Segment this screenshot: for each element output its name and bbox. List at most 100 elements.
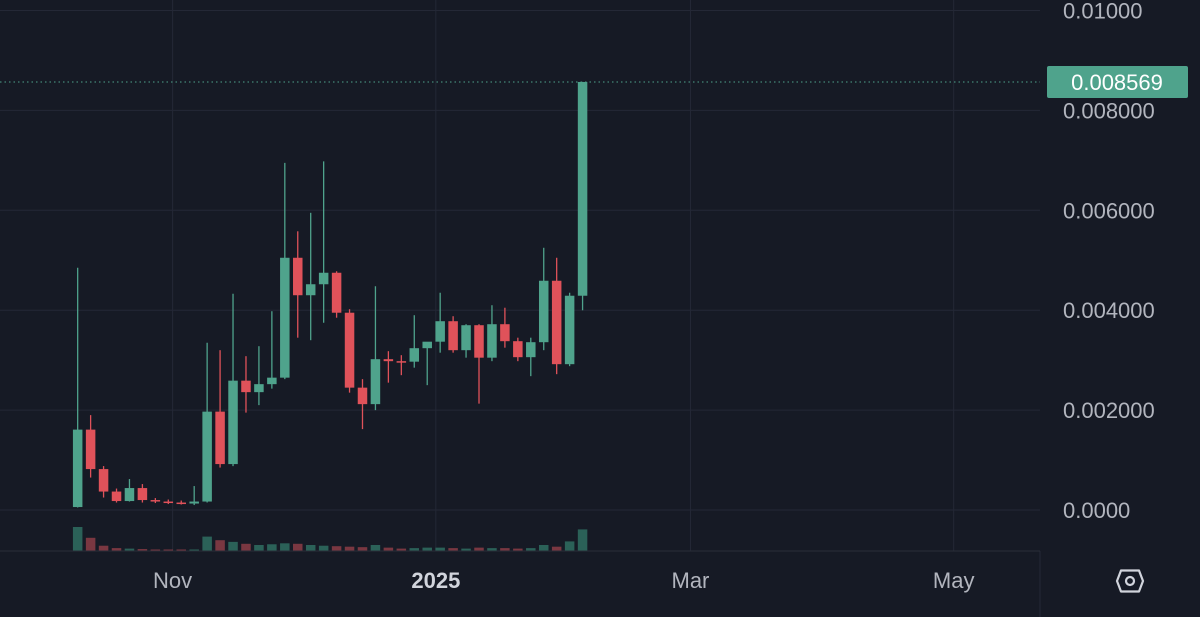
candle-body[interactable] [474,325,484,358]
candle-body[interactable] [293,257,303,296]
x-tick-label: Nov [153,568,192,593]
candle-body[interactable] [189,501,199,504]
candle-body[interactable] [137,488,148,501]
candle-body[interactable] [500,324,510,342]
candle-body[interactable] [202,411,212,502]
y-tick-label: 0.0000 [1063,498,1130,523]
volume-bar [293,543,303,551]
candle-body[interactable] [435,321,445,342]
candle-body[interactable] [487,324,497,358]
volume-bars [72,527,588,551]
candle-body[interactable] [280,257,290,378]
candle-body[interactable] [215,411,225,465]
candle-body[interactable] [461,325,471,351]
candle-body[interactable] [72,429,83,508]
candle-body[interactable] [267,377,277,385]
volume-bar [538,545,549,551]
candle-body[interactable] [538,280,549,343]
candle-body[interactable] [163,501,174,504]
y-tick-label: 0.008000 [1063,98,1155,123]
candle-body[interactable] [409,348,420,362]
candle-body[interactable] [241,380,251,393]
y-tick-label: 0.006000 [1063,198,1155,223]
volume-bar [551,546,562,551]
volume-bar [513,548,523,551]
volume-bar [150,549,161,551]
x-tick-label: 2025 [411,568,460,593]
volume-bar [72,527,83,551]
candle-body[interactable] [331,272,342,313]
volume-bar [461,548,471,551]
candle-body[interactable] [124,488,135,502]
candle-body[interactable] [448,321,458,351]
volume-bar [526,548,536,551]
volume-bar [202,536,212,551]
y-tick-label: 0.01000 [1063,0,1143,23]
candle-body[interactable] [357,387,368,405]
volume-bar [176,549,186,551]
volume-bar [564,541,575,551]
x-tick-label: Mar [672,568,710,593]
volume-bar [228,541,238,551]
volume-bar [85,537,96,551]
volume-bar [448,548,458,551]
x-tick-label: May [933,568,975,593]
grid [0,0,1040,551]
volume-bar [370,545,381,551]
volume-bar [189,549,199,551]
last-price-label-bg [1047,65,1188,98]
candle-body[interactable] [85,429,96,470]
volume-bar [577,529,588,551]
candle-body[interactable] [150,500,161,502]
volume-bar [422,547,432,551]
volume-bar [474,547,484,551]
candle-body[interactable] [422,341,432,349]
candles [72,81,588,508]
candle-body[interactable] [577,81,588,296]
y-tick-label: 0.002000 [1063,398,1155,423]
candle-body[interactable] [513,341,523,358]
volume-bar [254,545,264,551]
y-tick-label: 0.004000 [1063,298,1155,323]
candle-body[interactable] [111,491,122,502]
volume-bar [357,547,368,551]
candle-body[interactable] [254,384,264,393]
candle-body[interactable] [551,280,562,365]
settings-gear-icon[interactable] [1112,563,1148,599]
volume-bar [111,548,122,551]
volume-bar [500,548,510,551]
volume-bar [267,544,277,551]
candle-body[interactable] [176,502,186,505]
candle-body[interactable] [98,469,109,492]
volume-bar [344,546,355,551]
last-price-label-text: 0.008569 [1071,70,1163,95]
candle-body[interactable] [383,359,394,362]
candle-body[interactable] [564,295,575,365]
candle-body[interactable] [526,342,536,358]
volume-bar [435,547,445,551]
volume-bar [396,548,407,551]
candle-body[interactable] [344,312,355,388]
price-axis[interactable]: 0.0000 0.002000 0.004000 0.006000 0.008000 0.… [1063,0,1155,523]
volume-bar [137,549,148,551]
volume-bar [163,549,174,551]
volume-bar [215,540,225,551]
candle-body[interactable] [396,361,407,363]
volume-bar [409,548,420,551]
last-price-label: 0.008569 [1047,65,1188,98]
volume-bar [98,545,109,551]
candle-body[interactable] [370,359,381,405]
volume-bar [124,548,135,551]
time-axis[interactable]: Nov 2025 Mar May [153,568,974,593]
volume-bar [241,543,251,551]
volume-bar [487,548,497,551]
candle-body[interactable] [318,272,329,285]
volume-bar [331,546,342,551]
candle-body[interactable] [305,284,316,296]
volume-bar [305,545,316,551]
candle-body[interactable] [228,380,238,465]
volume-bar [318,545,329,551]
